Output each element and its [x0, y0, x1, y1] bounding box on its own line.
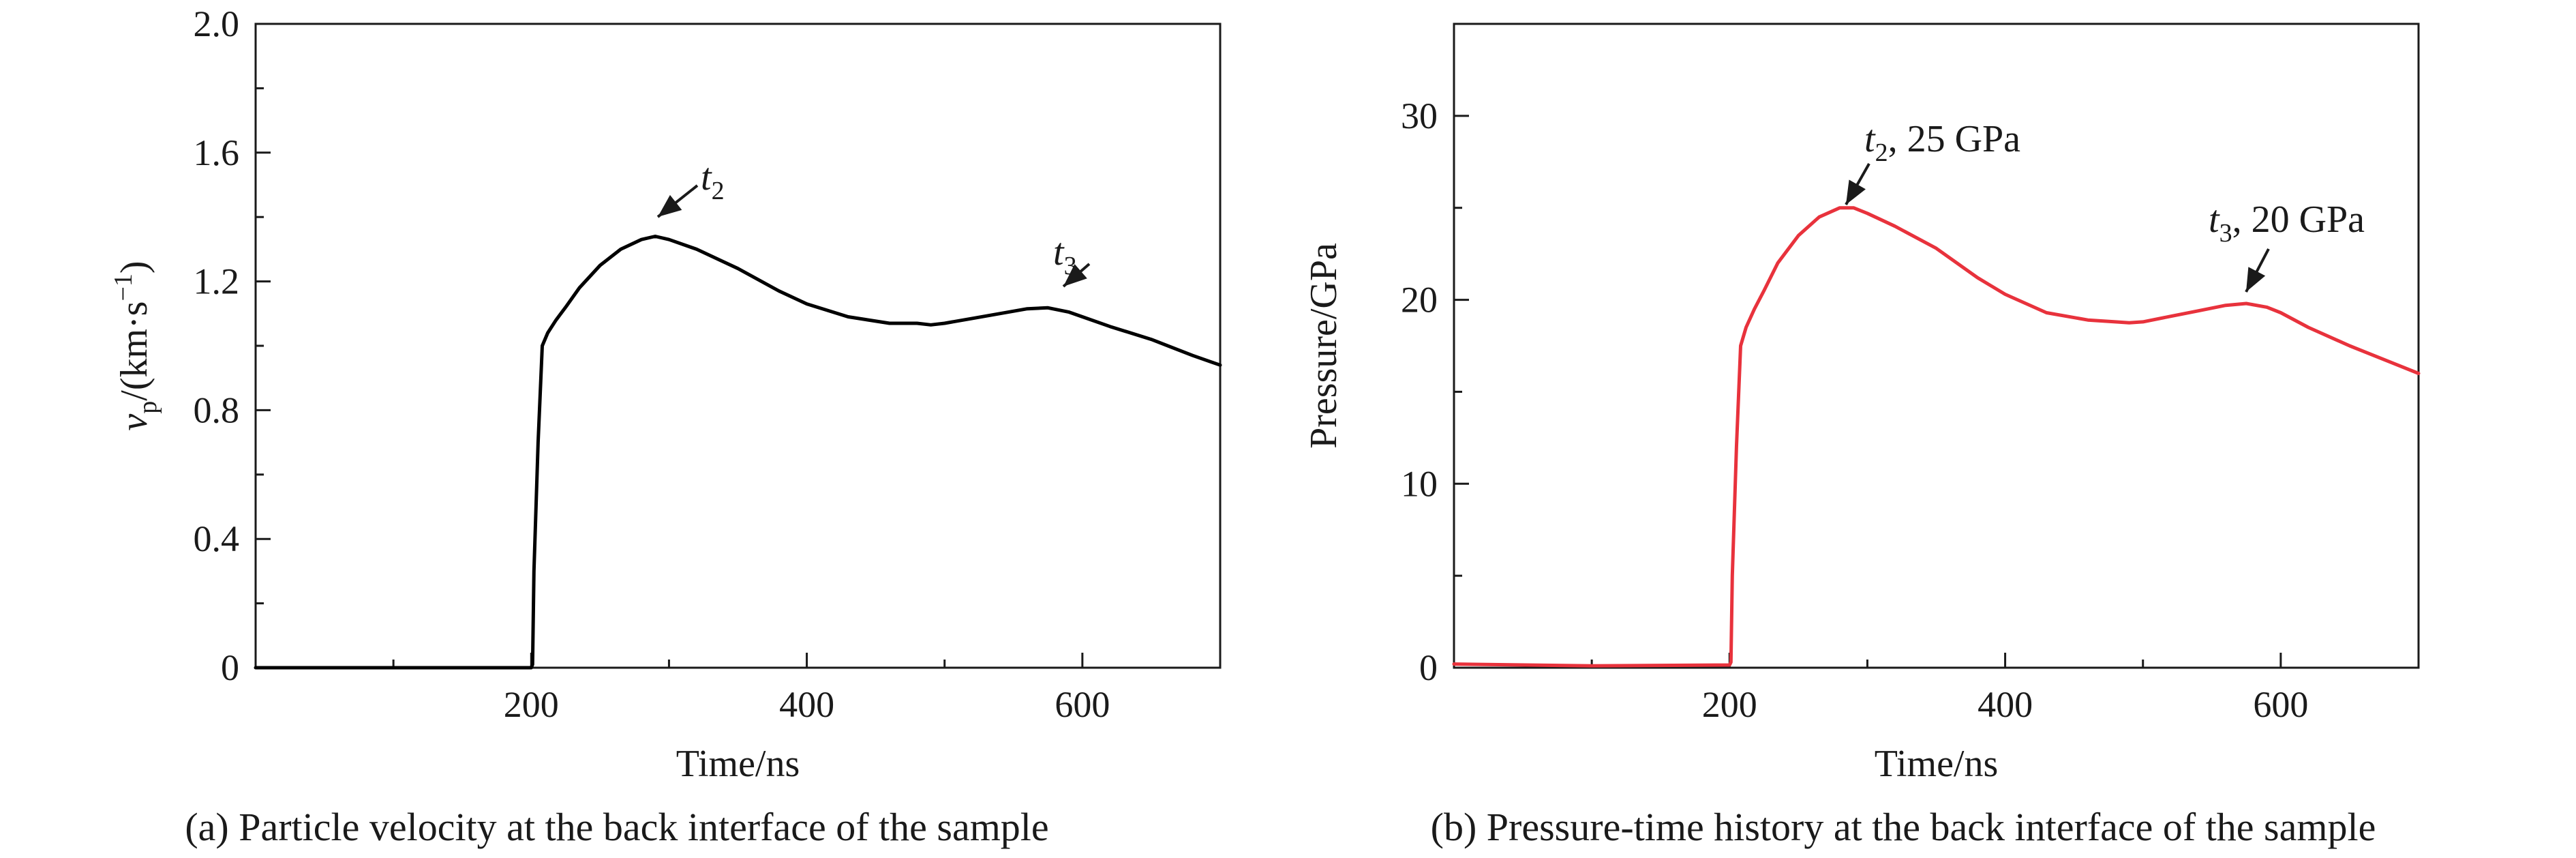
annotation: t3, 20 GPa [2209, 198, 2365, 293]
x-tick-label: 400 [779, 684, 834, 725]
y-tick-label: 1.6 [194, 132, 240, 173]
annotation-arrowhead [1063, 264, 1087, 286]
figure-caption: (a) Particle velocity at the back interf… [185, 805, 1048, 849]
x-axis-title: Time/ns [676, 743, 800, 785]
annotation-label: t2 [701, 156, 725, 205]
plot-frame [1453, 23, 2420, 669]
x-tick-label: 600 [2253, 684, 2308, 725]
y-tick-label: 0.4 [194, 518, 240, 559]
y-tick-label: 0 [1419, 647, 1438, 688]
annotation: t2 [656, 156, 725, 218]
x-tick-label: 200 [504, 684, 559, 725]
annotation: t3 [1053, 231, 1091, 288]
annotation-arrowhead [658, 194, 682, 217]
y-tick-label: 10 [1401, 463, 1438, 504]
y-tick-label: 20 [1401, 280, 1438, 321]
y-axis-title: Pressure/GPa [1303, 243, 1345, 449]
panel-a: 200 400 600 0 0.4 0.8 1.2 1.6 2.0 t2 t3 Time/ns vp/(… [109, 3, 1222, 849]
x-tick-label: 400 [1978, 684, 2033, 725]
y-tick-label: 30 [1401, 95, 1438, 136]
series-line [254, 235, 1222, 670]
x-tick-label: 200 [1702, 684, 1757, 725]
y-axis-title: vp/(km·s−1) [109, 261, 162, 430]
figure-caption: (b) Pressure-time history at the back in… [1431, 805, 2376, 849]
y-tick-label: 1.2 [194, 261, 240, 302]
y-tick-label: 2.0 [194, 3, 240, 44]
annotation-label: t2, 25 GPa [1864, 118, 2020, 167]
plot-frame [254, 23, 1222, 669]
annotation: t2, 25 GPa [1845, 118, 2020, 205]
annotation-label: t3, 20 GPa [2209, 198, 2365, 248]
y-tick-label: 0.8 [194, 389, 240, 430]
series-line [1452, 206, 2421, 668]
annotation-label: t3 [1053, 231, 1077, 280]
x-axis-title: Time/ns [1875, 743, 1999, 785]
panel-b: 200 400 600 0 10 20 30 t2, 25 GPa t3, 20 GPa Time… [1303, 23, 2421, 849]
annotation-arrowhead [2246, 267, 2266, 292]
annotation-arrowhead [1846, 179, 1866, 205]
x-tick-label: 600 [1055, 684, 1110, 725]
y-tick-label: 0 [221, 647, 239, 688]
